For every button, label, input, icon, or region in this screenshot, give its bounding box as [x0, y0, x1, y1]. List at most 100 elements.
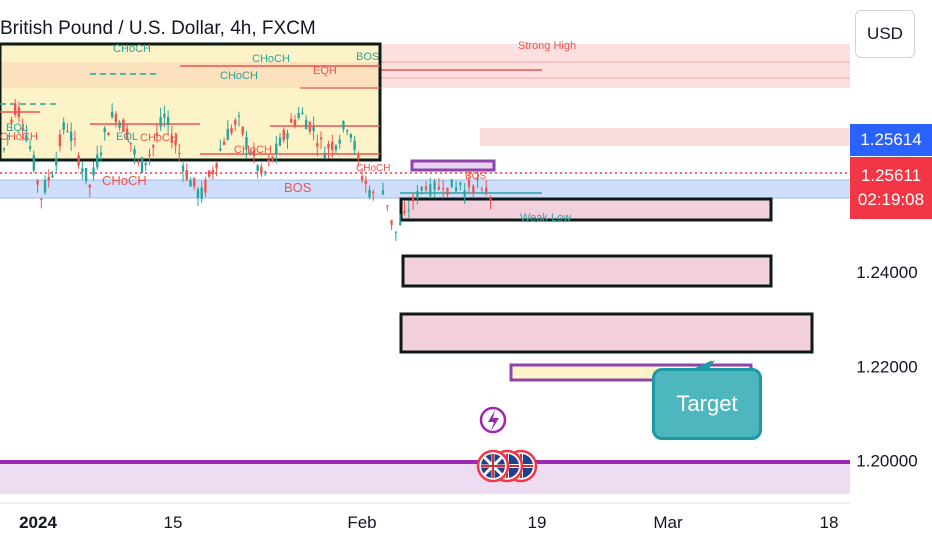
- label-choch: CHoCH: [356, 163, 390, 174]
- candle: [316, 143, 319, 147]
- candle: [211, 169, 215, 175]
- candle: [390, 220, 393, 225]
- candle: [459, 182, 462, 186]
- candle: [489, 198, 492, 200]
- candle: [133, 149, 136, 155]
- range-box-border[interactable]: [0, 42, 382, 162]
- candle: [386, 205, 389, 207]
- candle: [152, 145, 155, 148]
- candle: [25, 134, 28, 141]
- range-box-fill: [0, 44, 380, 160]
- candle: [185, 170, 188, 180]
- candles: [2, 98, 492, 242]
- candle: [170, 135, 174, 143]
- label-bos: BOS: [465, 171, 486, 182]
- candle: [412, 196, 415, 202]
- candle: [372, 191, 375, 194]
- demand-box-2[interactable]: [401, 254, 773, 288]
- candle: [125, 128, 129, 139]
- candle: [40, 198, 43, 200]
- y-tick-label: 1.20000: [856, 452, 917, 471]
- candle: [200, 187, 203, 199]
- candle: [252, 150, 256, 157]
- candle: [368, 189, 371, 198]
- candle: [342, 121, 345, 129]
- demand-box-1[interactable]: [399, 197, 773, 222]
- target-callout[interactable]: Target: [652, 368, 762, 440]
- candle: [234, 120, 237, 125]
- candle: [301, 112, 304, 114]
- candle: [226, 128, 229, 141]
- label-bos: BOS: [356, 51, 379, 63]
- candle: [88, 184, 91, 188]
- label-choch: CHoCH: [113, 43, 151, 55]
- demand-box-3[interactable]: [399, 312, 814, 354]
- candle: [293, 119, 297, 126]
- candle: [144, 162, 147, 165]
- candle: [81, 168, 84, 172]
- candle: [248, 152, 252, 154]
- x-tick-label: 18: [820, 513, 839, 532]
- label-choch: CHoCH: [252, 53, 290, 65]
- bar-countdown: 02:19:08: [857, 190, 925, 209]
- candle: [140, 157, 144, 173]
- candle: [21, 128, 24, 131]
- candle: [114, 113, 118, 123]
- candle: [66, 130, 69, 132]
- candle: [159, 116, 162, 127]
- candle: [10, 119, 13, 123]
- candle: [6, 135, 9, 137]
- candle: [129, 142, 133, 144]
- strong-high-zone: [380, 44, 850, 88]
- candle: [99, 152, 103, 156]
- candle: [480, 189, 483, 191]
- candle: [222, 141, 226, 145]
- label-bos: BOS: [284, 180, 312, 195]
- x-tick-label: Mar: [653, 513, 683, 532]
- resistance-zone-right: [480, 128, 850, 146]
- candle: [155, 132, 159, 136]
- symbol-title: British Pound / U.S. Dollar, 4h, FXCM: [0, 18, 316, 39]
- y-axis: 1.24000 1.22000 1.20000: [856, 263, 917, 470]
- candle: [349, 134, 353, 139]
- lightning-icon[interactable]: [479, 406, 507, 434]
- candle: [442, 187, 445, 190]
- candle: [263, 171, 267, 173]
- candle: [437, 186, 440, 190]
- consolidation-box[interactable]: [410, 159, 496, 172]
- candle: [196, 189, 200, 199]
- candle: [420, 186, 423, 191]
- candle: [467, 179, 471, 187]
- candle: [275, 143, 278, 154]
- support-band: [0, 462, 850, 494]
- candle: [207, 170, 211, 177]
- candle: [331, 141, 334, 151]
- candle: [416, 191, 419, 199]
- candle: [107, 132, 110, 136]
- currency-button[interactable]: USD: [855, 10, 915, 58]
- candle: [381, 190, 385, 195]
- candle: [17, 107, 21, 118]
- candle: [148, 154, 151, 156]
- x-tick-label: Feb: [347, 513, 376, 532]
- uk-flag-icon[interactable]: [476, 449, 510, 483]
- candle: [166, 116, 170, 126]
- label-eql: EQL: [116, 131, 138, 143]
- candle: [360, 176, 364, 181]
- label-eql: EQL: [6, 122, 28, 134]
- candle: [424, 186, 428, 190]
- candle: [455, 187, 458, 192]
- candle: [334, 145, 338, 150]
- candle: [282, 130, 285, 141]
- candle: [319, 137, 323, 140]
- label-choch: CHoCH: [102, 173, 147, 188]
- candle: [137, 161, 140, 163]
- candle: [174, 140, 177, 146]
- candle: [260, 166, 263, 174]
- candle: [181, 165, 185, 172]
- candle: [399, 221, 402, 226]
- candle: [237, 115, 241, 117]
- candle: [47, 176, 50, 181]
